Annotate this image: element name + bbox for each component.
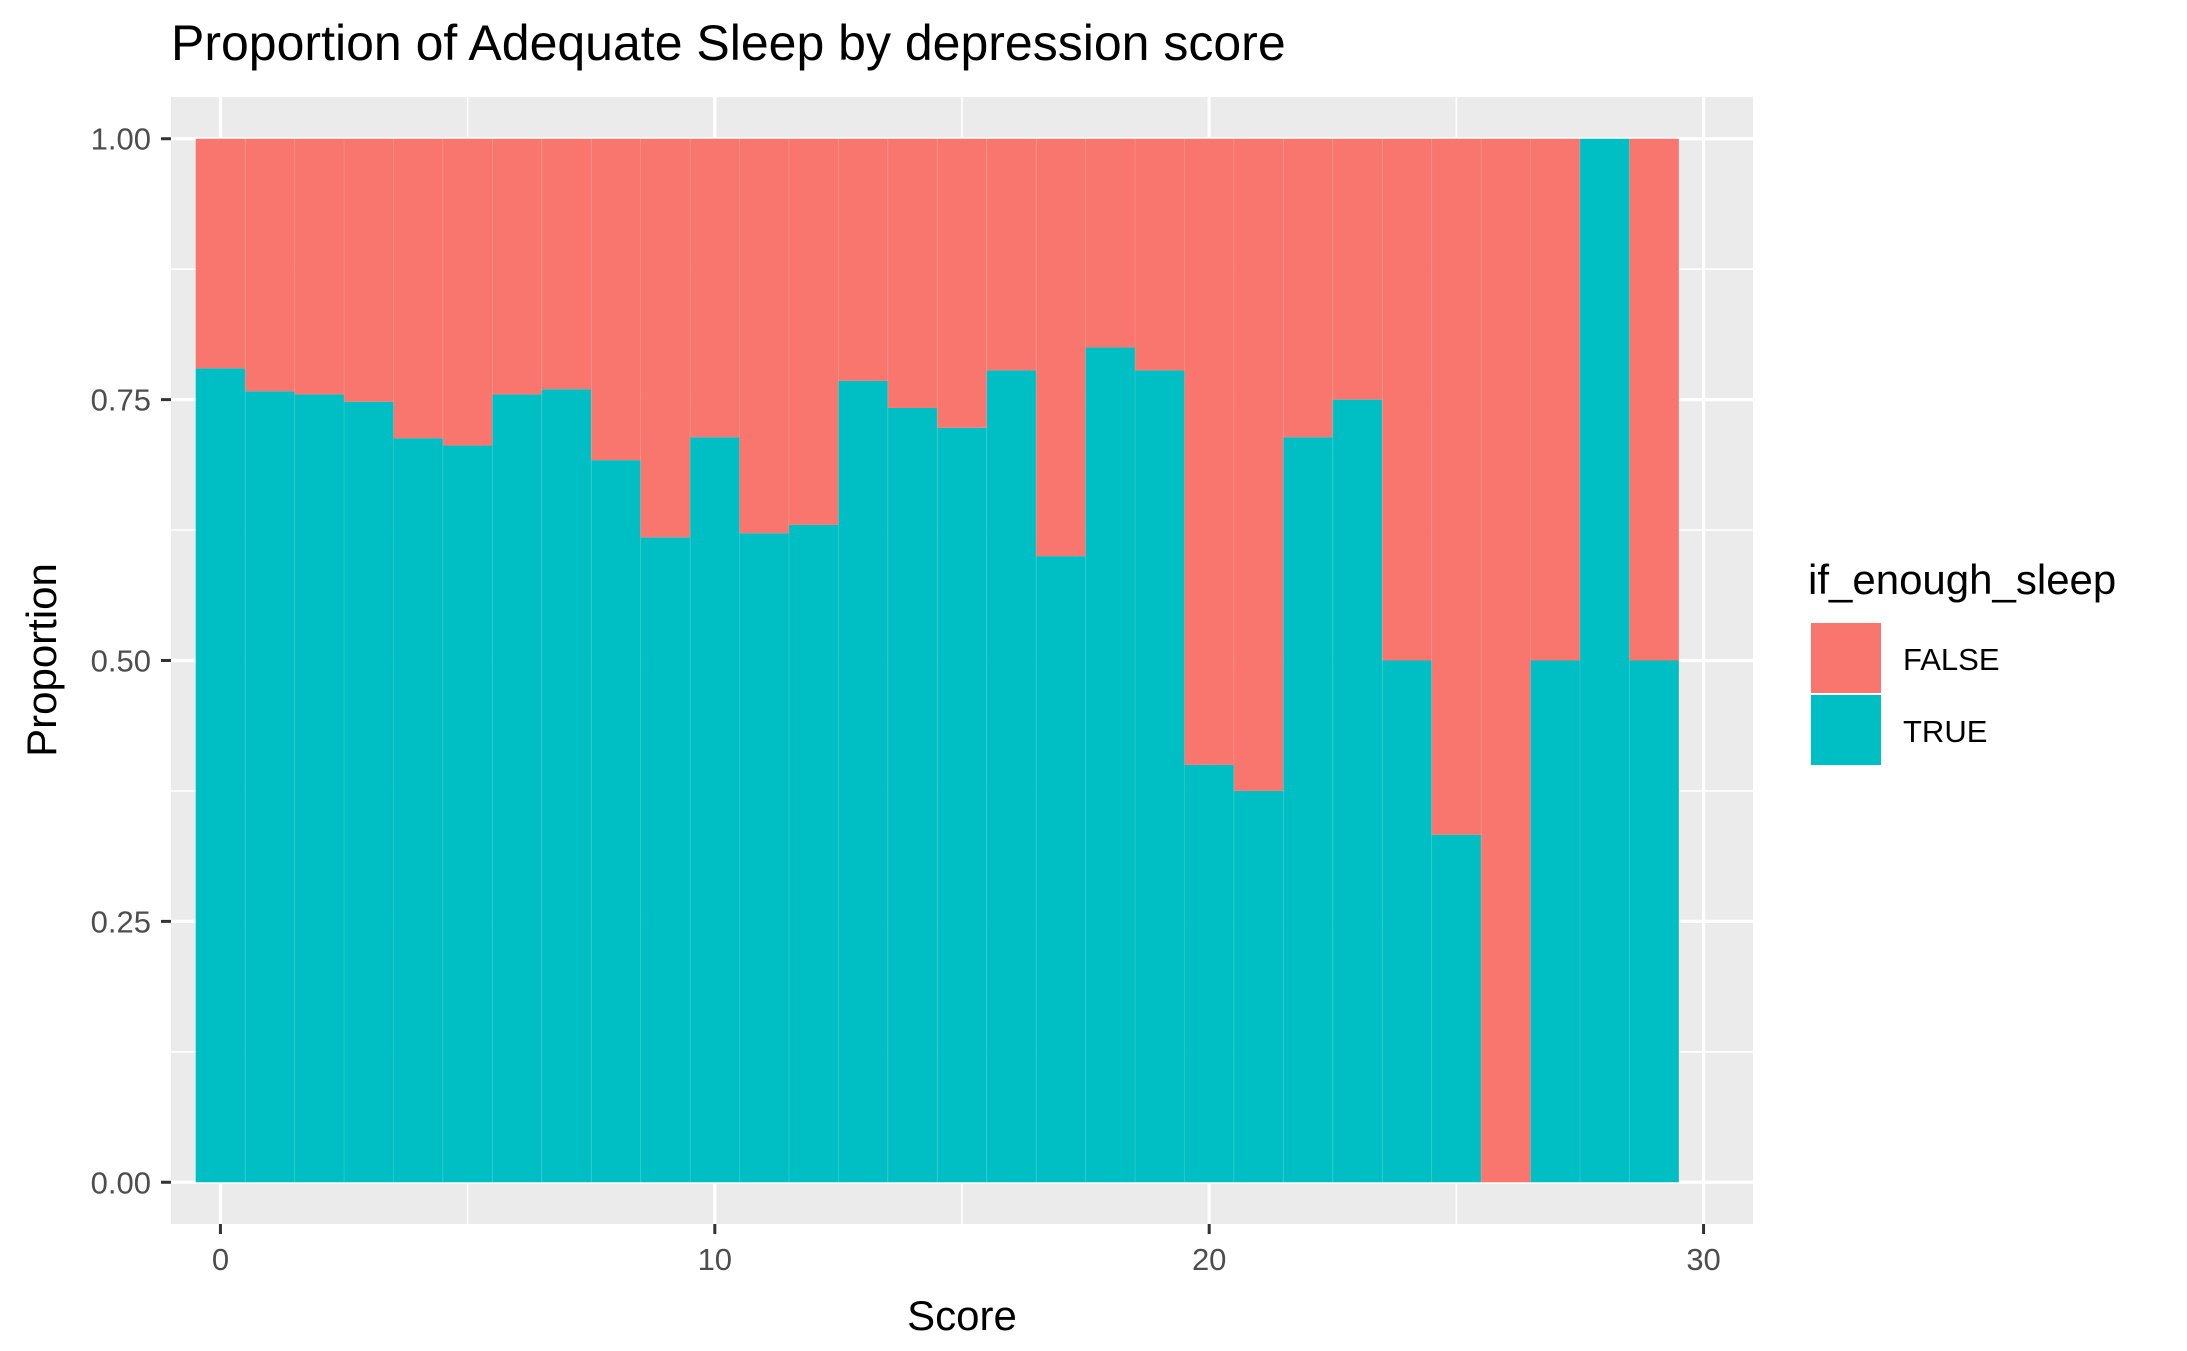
y-tick-label: 0.75 — [91, 383, 151, 418]
bar-true-score-1 — [245, 391, 294, 1182]
bar-true-score-24 — [1382, 661, 1431, 1183]
bar-true-score-6 — [492, 394, 541, 1182]
bar-false-score-11 — [740, 139, 789, 533]
bar-true-score-13 — [838, 381, 887, 1182]
x-axis-ticks: 0 10 20 30 — [212, 1224, 1721, 1277]
bar-false-score-14 — [888, 139, 937, 408]
bar-false-score-22 — [1283, 139, 1332, 437]
chart-title: Proportion of Adequate Sleep by depressi… — [171, 15, 1286, 71]
x-tick-label: 30 — [1686, 1242, 1720, 1277]
bar-true-score-12 — [789, 525, 838, 1182]
y-tick-label: 0.00 — [91, 1165, 151, 1200]
bar-false-score-15 — [937, 139, 986, 428]
bar-true-score-10 — [690, 437, 739, 1182]
bar-false-score-9 — [641, 139, 690, 538]
bar-true-score-7 — [542, 389, 591, 1182]
bar-true-score-5 — [443, 446, 492, 1183]
bar-true-score-18 — [1086, 347, 1135, 1182]
bar-false-score-6 — [492, 139, 541, 395]
bar-true-score-14 — [888, 408, 937, 1182]
bar-false-score-21 — [1234, 139, 1283, 791]
bar-false-score-24 — [1382, 139, 1431, 661]
bar-false-score-25 — [1432, 139, 1481, 835]
x-tick-label: 20 — [1192, 1242, 1226, 1277]
bar-true-score-19 — [1135, 370, 1184, 1182]
bar-false-score-8 — [591, 139, 640, 460]
legend-key-true — [1811, 695, 1881, 765]
bar-true-score-28 — [1580, 139, 1629, 1183]
bar-true-score-8 — [591, 460, 640, 1182]
bar-true-score-27 — [1531, 661, 1580, 1183]
bar-false-score-10 — [690, 139, 739, 437]
bar-true-score-25 — [1432, 835, 1481, 1182]
bar-true-score-23 — [1333, 400, 1382, 1183]
bar-true-score-0 — [196, 368, 245, 1182]
bar-false-score-0 — [196, 139, 245, 369]
bar-false-score-16 — [987, 139, 1036, 371]
bar-false-score-5 — [443, 139, 492, 446]
y-axis-ticks: 0.00 0.25 0.50 0.75 1.00 — [91, 122, 171, 1201]
bar-false-score-12 — [789, 139, 838, 525]
bar-false-score-2 — [295, 139, 344, 395]
bars — [196, 139, 1679, 1183]
legend-label-false: FALSE — [1903, 642, 2000, 677]
x-tick-label: 0 — [212, 1242, 229, 1277]
bar-false-score-7 — [542, 139, 591, 389]
y-tick-label: 1.00 — [91, 122, 151, 157]
legend-label-true: TRUE — [1903, 714, 1987, 749]
bar-false-score-1 — [245, 139, 294, 392]
bar-true-score-9 — [641, 537, 690, 1182]
bar-true-score-15 — [937, 428, 986, 1182]
bar-false-score-29 — [1629, 139, 1678, 661]
bar-false-score-3 — [344, 139, 393, 402]
x-tick-label: 10 — [698, 1242, 732, 1277]
bar-false-score-13 — [838, 139, 887, 381]
y-tick-label: 0.25 — [91, 904, 151, 939]
bar-false-score-4 — [393, 139, 442, 438]
legend-title: if_enough_sleep — [1808, 556, 2116, 603]
legend: if_enough_sleep FALSE TRUE — [1808, 556, 2116, 765]
bar-true-score-20 — [1184, 765, 1233, 1182]
bar-true-score-4 — [393, 438, 442, 1182]
bar-true-score-22 — [1283, 437, 1332, 1182]
bar-true-score-2 — [295, 394, 344, 1182]
bar-true-score-3 — [344, 402, 393, 1183]
bar-true-score-11 — [740, 533, 789, 1182]
bar-true-score-17 — [1036, 556, 1085, 1182]
bar-false-score-23 — [1333, 139, 1382, 400]
bar-false-score-26 — [1481, 139, 1530, 1183]
bar-false-score-20 — [1184, 139, 1233, 765]
bar-false-score-17 — [1036, 139, 1085, 556]
bar-true-score-21 — [1234, 791, 1283, 1182]
bar-false-score-27 — [1531, 139, 1580, 661]
x-axis-title: Score — [907, 1292, 1017, 1339]
y-tick-label: 0.50 — [91, 644, 151, 679]
bar-true-score-16 — [987, 370, 1036, 1182]
y-axis-title: Proportion — [18, 563, 65, 757]
bar-false-score-19 — [1135, 139, 1184, 371]
bar-false-score-18 — [1086, 139, 1135, 348]
bar-true-score-29 — [1629, 661, 1678, 1183]
legend-key-false — [1811, 623, 1881, 693]
